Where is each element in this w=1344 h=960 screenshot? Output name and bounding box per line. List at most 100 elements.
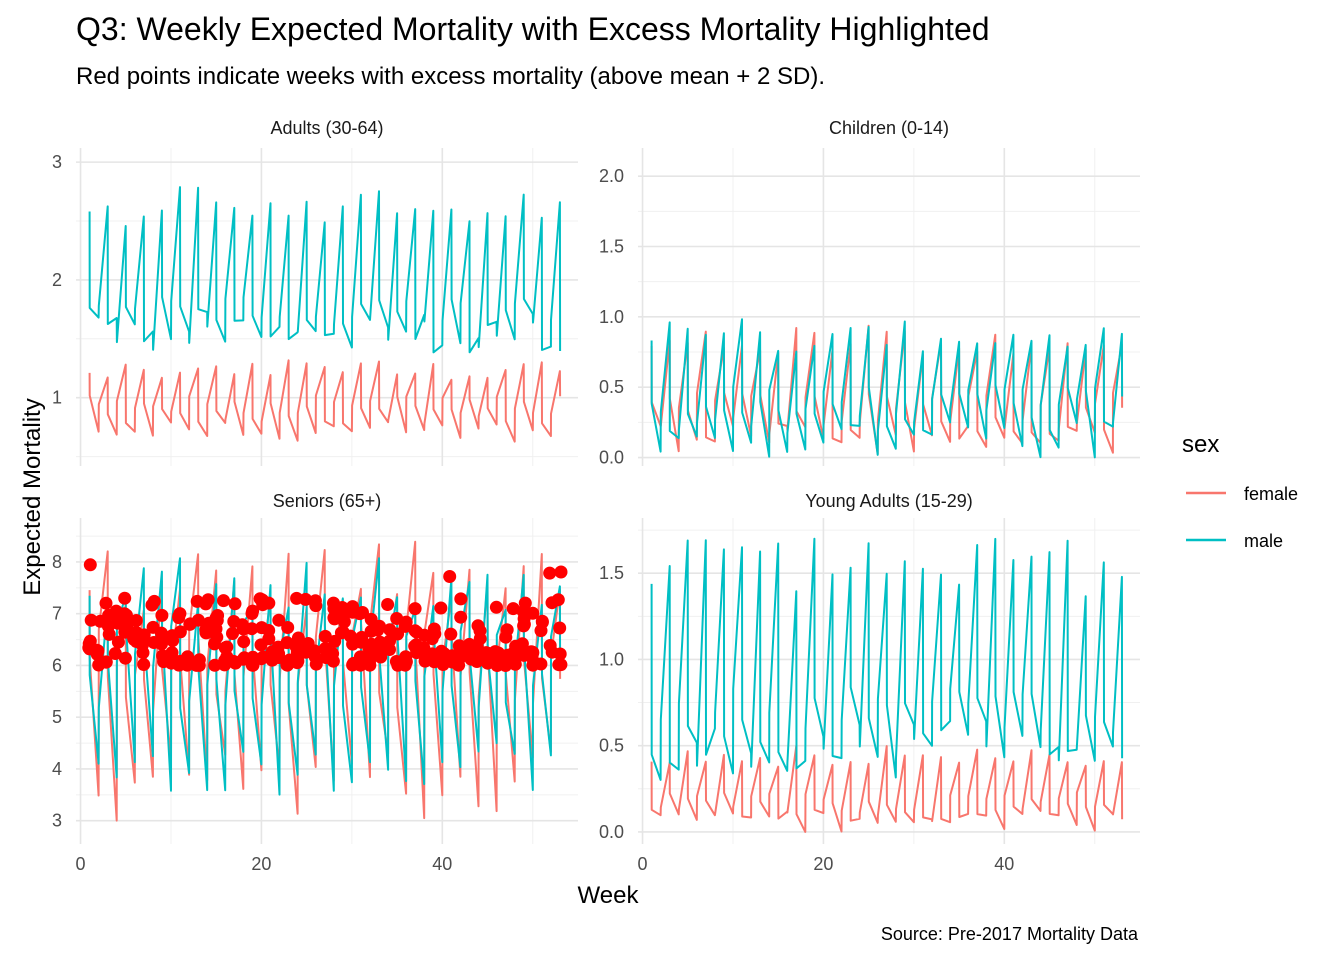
excess-point [237, 635, 251, 649]
series-line-male [88, 557, 562, 796]
y-tick-label: 5 [52, 707, 62, 727]
y-tick-label: 2 [52, 270, 62, 290]
y-tick-label: 0.5 [599, 377, 624, 397]
y-tick-label: 3 [52, 152, 62, 172]
excess-point [452, 639, 466, 653]
excess-point [99, 655, 113, 669]
y-tick-label: 1.5 [599, 563, 624, 583]
excess-point [129, 614, 143, 627]
excess-point [506, 602, 520, 616]
excess-point [118, 651, 132, 665]
excess-point [172, 611, 186, 625]
excess-point [173, 625, 187, 639]
excess-point [83, 558, 97, 572]
excess-point [165, 646, 179, 660]
excess-point [553, 647, 567, 661]
excess-point [326, 647, 340, 661]
excess-point [280, 655, 294, 669]
excess-point [383, 643, 396, 656]
excess-point [443, 570, 457, 583]
legend-title: sex [1182, 431, 1219, 458]
excess-point [245, 622, 259, 636]
excess-point [147, 594, 161, 608]
excess-point [408, 602, 422, 616]
legend: female male [1186, 484, 1298, 551]
excess-point [91, 644, 105, 658]
facet-children-0-14: Children (0-14) 0.0 0.5 1.0 1.5 2.0 [599, 118, 1140, 468]
excess-point [191, 657, 205, 671]
y-tick-label: 2.0 [599, 166, 624, 186]
excess-point [381, 598, 395, 611]
x-tick-label: 40 [994, 854, 1014, 874]
facet-strip-label: Young Adults (15-29) [805, 491, 972, 511]
y-tick-label: 0.5 [599, 736, 624, 756]
excess-point [507, 646, 520, 660]
excess-point [262, 624, 276, 637]
excess-point [271, 645, 285, 659]
excess-point [154, 626, 168, 640]
legend-label-female: female [1244, 484, 1298, 504]
excess-point [553, 621, 567, 635]
chart-subtitle: Red points indicate weeks with excess mo… [76, 63, 825, 90]
facet-young-adults-15-29: Young Adults (15-29) 0.0 0.5 1.0 1.5 0 20 40 [599, 491, 1140, 874]
excess-point [551, 593, 565, 607]
excess-point [191, 613, 205, 627]
y-tick-label: 1 [52, 388, 62, 408]
facet-panels: Adults (30-64) 1 2 3 Children (0-14) 0.0 0.5 1.… [52, 118, 1140, 874]
y-tick-label: 6 [52, 655, 62, 675]
excess-point [136, 646, 150, 660]
chart-title: Q3: Weekly Expected Mortality with Exces… [76, 11, 990, 47]
excess-point [554, 658, 568, 672]
excess-point [108, 647, 122, 660]
y-tick-label: 0.0 [599, 448, 624, 468]
excess-point [208, 637, 221, 651]
excess-point [299, 592, 313, 606]
excess-point [398, 619, 412, 633]
excess-point [526, 606, 540, 620]
series-line-male [88, 186, 562, 354]
excess-point [262, 596, 276, 610]
excess-point [99, 596, 113, 610]
excess-point [119, 608, 133, 622]
excess-point [211, 609, 225, 622]
excess-point [444, 627, 458, 641]
x-tick-label: 0 [638, 854, 648, 874]
facet-strip-label: Children (0-14) [829, 118, 949, 138]
excess-point [118, 591, 132, 605]
excess-point [508, 657, 522, 671]
excess-point [308, 594, 322, 608]
series-line-male [650, 318, 1124, 459]
excess-point [489, 600, 503, 614]
excess-point [217, 594, 230, 608]
excess-point [291, 654, 305, 668]
excess-point [137, 628, 151, 642]
excess-point [201, 593, 215, 607]
x-tick-label: 0 [76, 854, 86, 874]
excess-point [473, 624, 487, 638]
excess-point [137, 658, 151, 671]
facet-strip-label: Adults (30-64) [270, 118, 383, 138]
excess-point [454, 610, 468, 624]
y-tick-label: 8 [52, 552, 62, 572]
excess-point [500, 623, 514, 637]
facet-strip-label: Seniors (65+) [273, 491, 382, 511]
excess-point [534, 657, 548, 671]
y-tick-label: 7 [52, 604, 62, 624]
excess-point [155, 608, 169, 622]
excess-point [245, 658, 259, 672]
y-tick-label: 4 [52, 759, 62, 779]
excess-point [218, 641, 232, 655]
y-axis-title: Expected Mortality [19, 398, 46, 595]
excess-point [102, 627, 116, 641]
x-axis-title: Week [578, 882, 640, 909]
excess-point [83, 634, 97, 648]
y-tick-label: 1.0 [599, 307, 624, 327]
y-tick-label: 0.0 [599, 822, 624, 842]
excess-point [363, 643, 376, 657]
excess-point [281, 621, 295, 634]
excess-point [543, 566, 557, 580]
x-tick-label: 20 [251, 854, 271, 874]
excess-point [354, 635, 368, 649]
series-line-female [88, 359, 562, 443]
series-line-female [650, 744, 1124, 833]
